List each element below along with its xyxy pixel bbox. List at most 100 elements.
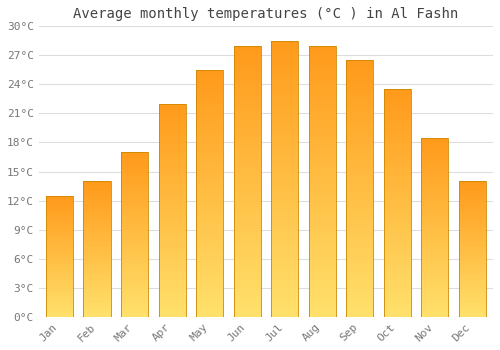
Bar [196, 255, 223, 258]
Bar [346, 288, 374, 291]
Bar [121, 249, 148, 251]
Bar [84, 307, 110, 308]
Bar [346, 179, 374, 182]
Bar [196, 289, 223, 292]
Bar [308, 256, 336, 259]
Bar [196, 240, 223, 243]
Bar [422, 187, 448, 189]
Bar [346, 301, 374, 304]
Bar [308, 184, 336, 188]
Bar [121, 270, 148, 272]
Bar [84, 251, 110, 252]
Bar [84, 270, 110, 271]
Bar [84, 268, 110, 270]
Bar [271, 248, 298, 251]
Bar [308, 63, 336, 66]
Bar [196, 280, 223, 283]
Bar [196, 125, 223, 128]
Bar [46, 243, 73, 244]
Bar [84, 203, 110, 205]
Bar [158, 162, 186, 165]
Bar [271, 96, 298, 99]
Bar [84, 215, 110, 217]
Bar [422, 250, 448, 252]
Bar [308, 307, 336, 310]
Bar [84, 273, 110, 274]
Bar [422, 252, 448, 254]
Bar [346, 70, 374, 73]
Bar [459, 191, 486, 193]
Bar [384, 240, 411, 243]
Bar [459, 305, 486, 307]
Bar [346, 224, 374, 227]
Bar [346, 233, 374, 237]
Bar [308, 218, 336, 222]
Bar [422, 198, 448, 200]
Bar [271, 168, 298, 172]
Bar [196, 286, 223, 289]
Bar [234, 246, 260, 249]
Bar [84, 232, 110, 234]
Bar [121, 296, 148, 298]
Bar [384, 283, 411, 286]
Bar [121, 228, 148, 230]
Bar [46, 212, 73, 214]
Bar [158, 261, 186, 264]
Bar [121, 185, 148, 187]
Bar [346, 220, 374, 224]
Bar [234, 161, 260, 164]
Bar [308, 242, 336, 246]
Bar [271, 141, 298, 144]
Bar [346, 86, 374, 89]
Bar [196, 128, 223, 132]
Bar [422, 254, 448, 256]
Bar [158, 106, 186, 109]
Bar [384, 175, 411, 177]
Bar [196, 261, 223, 264]
Bar [196, 283, 223, 286]
Bar [384, 231, 411, 234]
Bar [459, 271, 486, 273]
Bar [121, 208, 148, 210]
Bar [422, 200, 448, 203]
Bar [459, 246, 486, 247]
Bar [196, 132, 223, 135]
Bar [158, 285, 186, 287]
Bar [234, 110, 260, 113]
Bar [459, 312, 486, 313]
Bar [46, 300, 73, 302]
Bar [121, 294, 148, 296]
Bar [158, 186, 186, 189]
Bar [422, 294, 448, 297]
Bar [459, 239, 486, 240]
Bar [384, 183, 411, 186]
Bar [459, 270, 486, 271]
Bar [459, 278, 486, 280]
Bar [46, 205, 73, 206]
Bar [84, 181, 110, 183]
Bar [46, 253, 73, 255]
Bar [308, 113, 336, 117]
Bar [158, 109, 186, 112]
Bar [158, 274, 186, 277]
Bar [384, 135, 411, 138]
Bar [84, 206, 110, 208]
Bar [196, 274, 223, 277]
Bar [121, 280, 148, 282]
Bar [196, 107, 223, 110]
Bar [459, 208, 486, 210]
Bar [271, 120, 298, 124]
Bar [271, 127, 298, 131]
Bar [46, 273, 73, 274]
Bar [84, 229, 110, 230]
Bar [422, 243, 448, 245]
Bar [384, 215, 411, 217]
Bar [308, 174, 336, 178]
Bar [121, 309, 148, 311]
Bar [271, 296, 298, 300]
Bar [84, 181, 110, 317]
Bar [46, 217, 73, 218]
Bar [308, 229, 336, 232]
Bar [346, 211, 374, 214]
Bar [346, 253, 374, 256]
